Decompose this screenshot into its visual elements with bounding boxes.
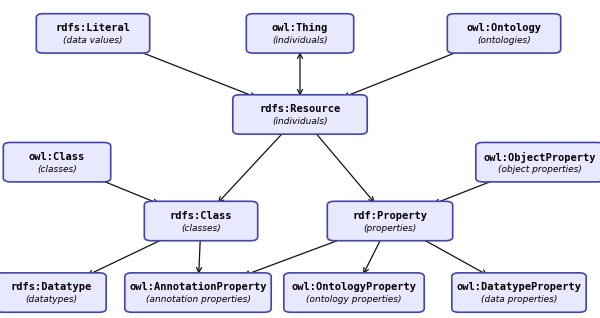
Text: (datatypes): (datatypes): [25, 295, 77, 304]
Text: rdfs:Literal: rdfs:Literal: [56, 23, 131, 33]
Text: (classes): (classes): [37, 165, 77, 174]
Text: (data properties): (data properties): [481, 295, 557, 304]
Text: owl:Class: owl:Class: [29, 152, 85, 162]
Text: (properties): (properties): [364, 224, 416, 232]
FancyBboxPatch shape: [125, 273, 271, 312]
Text: rdfs:Class: rdfs:Class: [170, 211, 232, 221]
Text: (annotation properties): (annotation properties): [146, 295, 250, 304]
Text: owl:ObjectProperty: owl:ObjectProperty: [484, 152, 596, 162]
Text: rdf:Property: rdf:Property: [353, 211, 427, 221]
FancyBboxPatch shape: [0, 273, 106, 312]
Text: owl:DatatypeProperty: owl:DatatypeProperty: [457, 282, 581, 293]
FancyBboxPatch shape: [233, 95, 367, 134]
Text: owl:AnnotationProperty: owl:AnnotationProperty: [129, 282, 267, 293]
Text: owl:Ontology: owl:Ontology: [467, 23, 542, 33]
FancyBboxPatch shape: [4, 142, 111, 182]
Text: (object properties): (object properties): [498, 165, 582, 174]
FancyBboxPatch shape: [36, 14, 150, 53]
Text: (ontologies): (ontologies): [477, 36, 531, 45]
FancyBboxPatch shape: [246, 14, 353, 53]
FancyBboxPatch shape: [447, 14, 560, 53]
FancyBboxPatch shape: [328, 201, 453, 241]
FancyBboxPatch shape: [144, 201, 258, 241]
Text: rdfs:Resource: rdfs:Resource: [259, 104, 341, 114]
Text: (individuals): (individuals): [272, 117, 328, 126]
Text: owl:Thing: owl:Thing: [272, 23, 328, 33]
FancyBboxPatch shape: [284, 273, 424, 312]
Text: owl:OntologyProperty: owl:OntologyProperty: [292, 282, 416, 293]
Text: (individuals): (individuals): [272, 36, 328, 45]
FancyBboxPatch shape: [476, 142, 600, 182]
Text: (ontology properties): (ontology properties): [306, 295, 402, 304]
Text: (classes): (classes): [181, 224, 221, 232]
Text: rdfs:Datatype: rdfs:Datatype: [10, 282, 92, 293]
FancyBboxPatch shape: [452, 273, 586, 312]
Text: (data values): (data values): [63, 36, 123, 45]
